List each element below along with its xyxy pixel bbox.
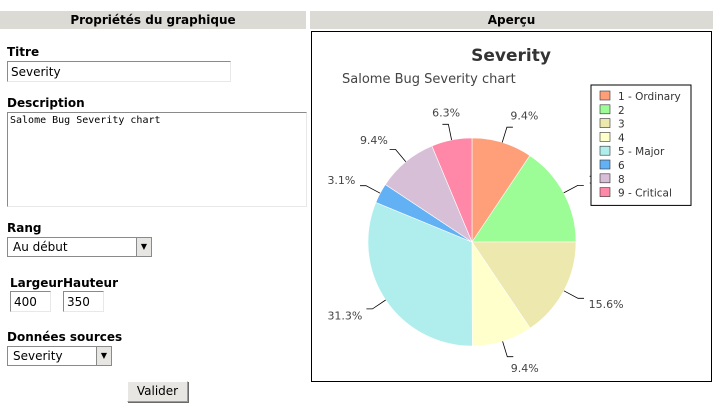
title-label: Titre [7, 45, 40, 59]
slice-label-4: 31.3% [327, 310, 362, 323]
width-label: Largeur [10, 276, 63, 290]
source-select-value: Severity [13, 349, 63, 363]
slice-connector-3 [502, 341, 514, 358]
preview-header: Aperçu [310, 11, 713, 29]
slice-connector-2 [563, 290, 584, 299]
description-label: Description [7, 96, 85, 110]
description-textarea[interactable]: Salome Bug Severity chart [7, 112, 307, 207]
submit-button[interactable]: Valider [127, 381, 188, 402]
legend-swatch-5 [599, 159, 611, 170]
legend-label-2: 3 [618, 119, 625, 131]
properties-header: Propriétés du graphique [0, 11, 306, 29]
legend-label-0: 1 - Ordinary [618, 91, 681, 103]
slice-label-2: 15.6% [589, 298, 624, 311]
chevron-down-icon: ▼ [96, 347, 111, 365]
pie-slice-7 [431, 137, 473, 243]
slice-connector-7 [442, 123, 452, 141]
pie-slice-4 [367, 201, 473, 347]
pie-slice-2 [471, 241, 577, 329]
slice-label-7: 6.3% [432, 107, 460, 120]
rank-select-value: Au début [13, 240, 68, 254]
legend-swatch-0 [599, 90, 611, 101]
chart-preview: Severity Salome Bug Severity chart 9.4% 1… [311, 31, 712, 382]
width-input[interactable] [10, 291, 51, 312]
source-label: Données sources [7, 330, 123, 344]
slice-connector-6 [389, 149, 407, 163]
source-select[interactable]: Severity ▼ [7, 346, 112, 366]
legend-label-4: 5 - Major [618, 146, 665, 158]
slice-connector-4 [366, 299, 386, 310]
slice-label-0: 9.4% [510, 110, 538, 123]
slice-label-5: 3.1% [327, 174, 355, 187]
legend-swatch-2 [599, 118, 611, 128]
height-label: Hauteur [63, 276, 119, 290]
legend-label-5: 6 [618, 160, 625, 172]
slice-connector-0 [501, 126, 513, 143]
slice-label-6: 9.4% [360, 134, 388, 147]
slice-connector-5 [360, 185, 381, 194]
chart-subtitle: Salome Bug Severity chart [342, 72, 516, 87]
legend-swatch-3 [599, 132, 611, 142]
legend-swatch-1 [599, 104, 611, 115]
legend-label-3: 4 [618, 132, 625, 144]
title-input[interactable] [7, 61, 231, 82]
chevron-down-icon: ▼ [136, 238, 151, 256]
height-input[interactable] [63, 291, 104, 312]
slice-label-3: 9.4% [511, 362, 539, 375]
slice-connector-1 [563, 184, 584, 194]
legend-swatch-4 [599, 145, 611, 156]
pie-chart: Severity Salome Bug Severity chart 9.4% 1… [327, 46, 692, 375]
legend-swatch-6 [599, 173, 611, 184]
legend-label-6: 8 [618, 174, 625, 186]
rank-select[interactable]: Au début ▼ [7, 237, 152, 257]
chart-legend: 1 - Ordinary 2 34 5 - Major 6 8 9 - Critical [590, 84, 692, 206]
rank-label: Rang [7, 221, 42, 235]
legend-swatch-7 [599, 187, 611, 197]
legend-label-7: 9 - Critical [618, 188, 672, 200]
pie-slice-1 [471, 155, 577, 243]
legend-label-1: 2 [618, 105, 625, 117]
chart-title: Severity [471, 46, 551, 66]
